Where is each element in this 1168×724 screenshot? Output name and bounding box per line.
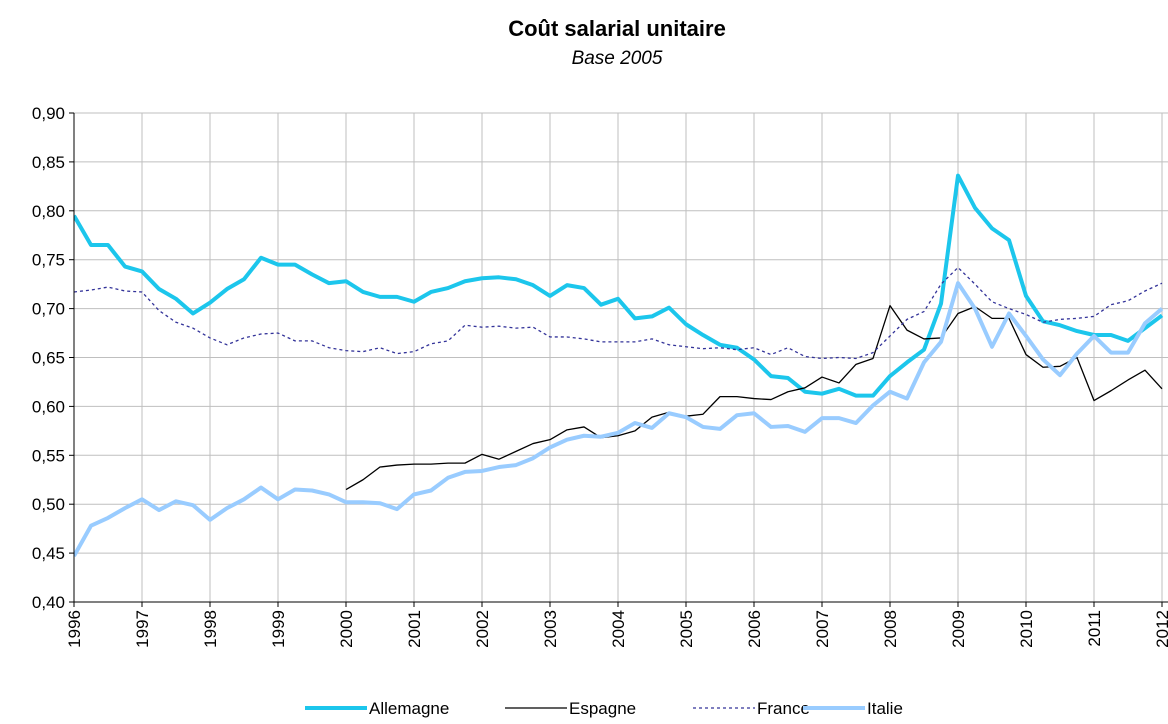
- x-tick-label: 2005: [677, 610, 696, 648]
- series-line: [74, 281, 1164, 558]
- x-tick-label: 1999: [269, 610, 288, 648]
- y-tick-label: 0,85: [32, 153, 65, 172]
- legend-label: Espagne: [569, 699, 636, 718]
- x-tick-label: 1998: [201, 610, 220, 648]
- x-tick-label: 2003: [541, 610, 560, 648]
- y-tick-label: 0,65: [32, 349, 65, 368]
- x-tick-label: 2001: [405, 610, 424, 648]
- grid: [73, 112, 1168, 603]
- series-line: [74, 173, 1164, 398]
- legend-label: France: [757, 699, 810, 718]
- chart-title: Coût salarial unitaire: [508, 16, 726, 41]
- x-tick-label: 2004: [609, 610, 628, 648]
- y-tick-label: 0,45: [32, 544, 65, 563]
- x-tick-label: 1997: [133, 610, 152, 648]
- y-tick-label: 0,55: [32, 446, 65, 465]
- chart-subtitle: Base 2005: [572, 48, 663, 69]
- series-line: [345, 305, 1163, 491]
- y-tick-label: 0,90: [32, 104, 65, 123]
- legend-label: Allemagne: [369, 699, 449, 718]
- x-tick-label: 2007: [813, 610, 832, 648]
- x-tick-label: 2002: [473, 610, 492, 648]
- y-tick-label: 0,60: [32, 397, 65, 416]
- y-tick-label: 0,75: [32, 251, 65, 270]
- axes: 0,40 0,45 0,50 0,55 0,60 0,65 0,70 0,75 0,80 0,85…: [32, 104, 1168, 648]
- y-tick-label: 0,40: [32, 593, 65, 612]
- x-tick-label: 2010: [1017, 610, 1036, 648]
- x-tick-label: 1996: [65, 610, 84, 648]
- lines: [74, 173, 1164, 558]
- x-tick-label: 2000: [337, 610, 356, 648]
- x-tick-label: 2009: [949, 610, 968, 648]
- series-line: [74, 266, 1163, 360]
- x-tick-label: 2012: [1153, 610, 1168, 648]
- y-tick-label: 0,50: [32, 495, 65, 514]
- y-tick-label: 0,80: [32, 202, 65, 221]
- legend: Allemagne Espagne France Italie: [305, 699, 903, 718]
- legend-label: Italie: [867, 699, 903, 718]
- x-tick-label: 2006: [745, 610, 764, 648]
- y-tick-label: 0,70: [32, 300, 65, 319]
- x-tick-label: 2008: [881, 610, 900, 648]
- x-tick-label: 2011: [1085, 610, 1104, 647]
